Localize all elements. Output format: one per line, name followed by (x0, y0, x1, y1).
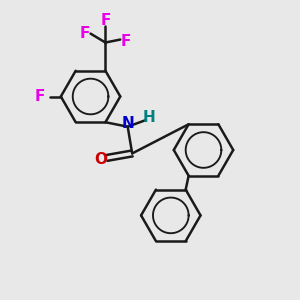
Text: F: F (80, 26, 90, 41)
Text: N: N (122, 116, 135, 131)
Text: F: F (100, 13, 111, 28)
Text: F: F (35, 89, 45, 104)
Text: H: H (143, 110, 155, 125)
Text: F: F (121, 34, 131, 49)
Text: O: O (94, 152, 107, 167)
